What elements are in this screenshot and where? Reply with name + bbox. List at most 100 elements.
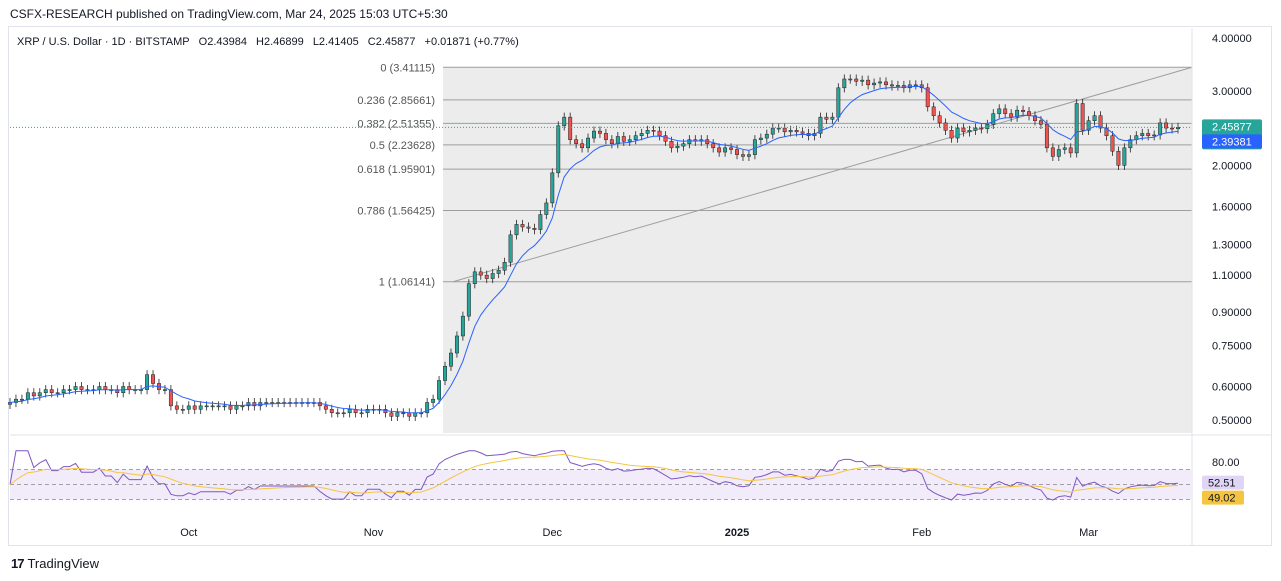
candle-body bbox=[103, 386, 108, 390]
candle-body bbox=[1021, 109, 1026, 112]
candle-body bbox=[97, 386, 102, 390]
candle-body bbox=[836, 87, 841, 118]
candle-body bbox=[437, 380, 442, 400]
candle-body bbox=[770, 127, 775, 135]
candle-body bbox=[842, 78, 847, 89]
x-tick-label: Dec bbox=[543, 527, 563, 539]
candle-body bbox=[216, 405, 221, 408]
candle-body bbox=[1038, 120, 1043, 125]
candle-body bbox=[854, 78, 859, 82]
tradingview-brand: TradingView bbox=[27, 556, 100, 571]
candle-body bbox=[580, 143, 585, 149]
candle-body bbox=[866, 79, 871, 86]
candle-body bbox=[955, 127, 960, 139]
candle-body bbox=[526, 226, 531, 229]
ohlc-open: O2.43984 bbox=[198, 36, 247, 48]
candle-body bbox=[186, 405, 191, 410]
rsi-ma-line bbox=[9, 453, 1179, 494]
candle-body bbox=[520, 224, 525, 228]
candle-body bbox=[55, 392, 60, 394]
candle-body bbox=[615, 136, 620, 144]
candle-body bbox=[669, 141, 674, 149]
rsi-line bbox=[9, 450, 1179, 501]
candle-body bbox=[639, 133, 644, 136]
y-tick-label: 0.90000 bbox=[1212, 307, 1252, 319]
fib-level-label: 0.382 (2.51355) bbox=[357, 118, 435, 130]
ohlc-low: L2.41405 bbox=[312, 36, 359, 48]
symbol-legend[interactable]: XRP / U.S. Dollar · 1D · BITSTAMP O2.439… bbox=[17, 36, 525, 48]
candle-body bbox=[1110, 135, 1115, 152]
candle-body bbox=[1044, 124, 1049, 149]
fib-level-label: 0.236 (2.85661) bbox=[357, 95, 435, 107]
candle-body bbox=[943, 122, 948, 131]
footer-logo[interactable]: 17 TradingView bbox=[11, 556, 99, 571]
candle-body bbox=[1092, 115, 1097, 121]
candle-body bbox=[830, 116, 835, 120]
candle-body bbox=[538, 214, 543, 230]
candle-body bbox=[687, 139, 692, 144]
rsi-value-label: 52.51 bbox=[1208, 478, 1236, 490]
candle-body bbox=[401, 412, 406, 415]
candle-body bbox=[341, 412, 346, 415]
candle-body bbox=[514, 224, 519, 236]
candle-body bbox=[794, 130, 799, 133]
x-tick-label: Mar bbox=[1079, 527, 1098, 539]
candle-body bbox=[586, 137, 590, 149]
last-price-value: 2.45877 bbox=[1212, 121, 1252, 133]
candle-body bbox=[431, 398, 436, 403]
fib-level-label: 0.618 (1.95901) bbox=[357, 164, 435, 176]
candle-body bbox=[365, 409, 370, 414]
candle-body bbox=[556, 125, 561, 174]
candle-body bbox=[627, 139, 632, 142]
candle-body bbox=[651, 130, 656, 132]
fib-level-label: 0.786 (1.56425) bbox=[357, 205, 435, 217]
candle-body bbox=[1003, 108, 1008, 114]
candle-body bbox=[425, 402, 430, 414]
candle-body bbox=[1074, 103, 1079, 154]
candle-body bbox=[735, 149, 739, 155]
candle-body bbox=[43, 389, 48, 393]
candle-body bbox=[395, 412, 400, 417]
candle-body bbox=[449, 352, 453, 367]
candle-body bbox=[860, 79, 865, 82]
symbol-name[interactable]: XRP / U.S. Dollar · 1D · BITSTAMP bbox=[17, 36, 190, 48]
candle-body bbox=[413, 412, 418, 417]
candle-body bbox=[878, 81, 882, 84]
candle-body bbox=[979, 127, 984, 130]
y-tick-label: 0.75000 bbox=[1212, 341, 1252, 353]
candle-body bbox=[192, 405, 197, 410]
candle-body bbox=[1140, 133, 1145, 136]
candle-body bbox=[663, 135, 668, 142]
candle-body bbox=[884, 81, 888, 86]
candle-body bbox=[890, 84, 894, 87]
candle-body bbox=[824, 116, 829, 120]
x-tick-label: 2025 bbox=[725, 527, 749, 539]
y-tick-label: 0.60000 bbox=[1212, 382, 1252, 394]
candle-body bbox=[741, 154, 745, 157]
candle-body bbox=[61, 389, 66, 393]
candle-body bbox=[174, 405, 179, 410]
candle-body bbox=[1116, 150, 1121, 166]
candle-body bbox=[949, 130, 954, 139]
candle-body bbox=[460, 315, 465, 337]
candle-body bbox=[79, 386, 84, 390]
candle-body bbox=[568, 116, 573, 140]
candle-body bbox=[198, 405, 203, 410]
candle-body bbox=[872, 82, 877, 86]
candle-body bbox=[508, 234, 513, 263]
candle-body bbox=[73, 386, 78, 390]
candle-body bbox=[252, 402, 257, 407]
candle-body bbox=[1164, 122, 1169, 129]
candle-body bbox=[711, 143, 716, 149]
candle-body bbox=[246, 402, 251, 407]
candle-body bbox=[14, 398, 18, 403]
candle-body bbox=[472, 271, 477, 284]
candle-body bbox=[1033, 115, 1037, 121]
candle-body bbox=[359, 412, 364, 415]
candle-body bbox=[443, 365, 447, 381]
ohlc-change: +0.01871 (+0.77%) bbox=[424, 36, 519, 48]
candle-body bbox=[1170, 127, 1174, 130]
moving-average-line bbox=[9, 85, 1179, 414]
candle-body bbox=[19, 398, 24, 401]
